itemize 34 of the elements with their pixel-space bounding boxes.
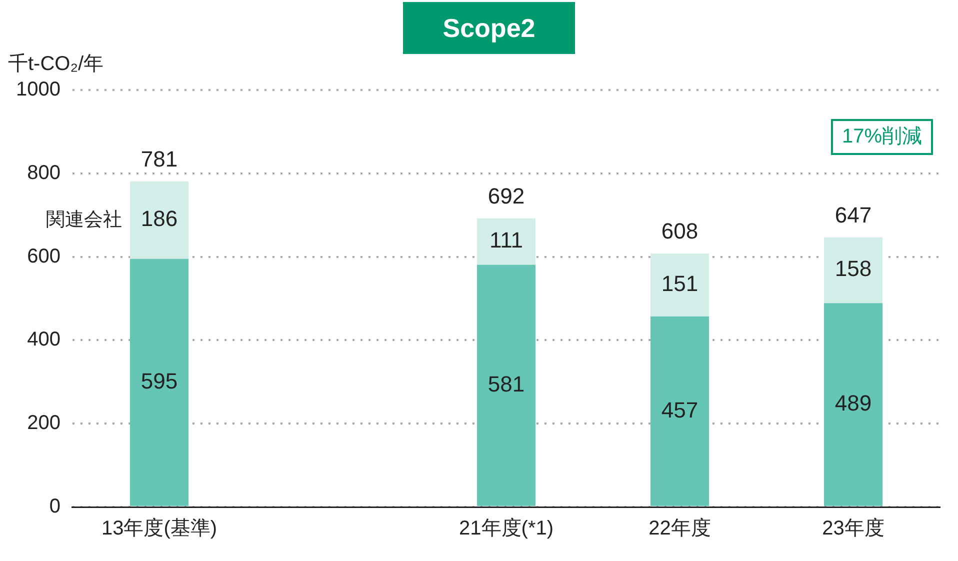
data-label: 457 xyxy=(661,397,698,422)
x-tick-label: 23年度 xyxy=(822,518,884,540)
data-label: 186 xyxy=(140,206,178,232)
data-label: 151 xyxy=(661,271,698,296)
y-tick-label: 200 xyxy=(27,412,60,434)
y-tick-label: 800 xyxy=(27,162,60,184)
annotation: 17%削減 xyxy=(842,126,922,148)
bar xyxy=(824,303,883,506)
y-tick-label: 1000 xyxy=(16,78,60,101)
total-label: 781 xyxy=(140,146,178,172)
data-label: 489 xyxy=(834,390,872,416)
bar xyxy=(130,181,189,259)
bar xyxy=(130,258,189,506)
series-label: 関連会社 xyxy=(46,209,122,230)
chart-title: Scope2 xyxy=(403,2,575,54)
x-tick-label: 21年度(*1) xyxy=(459,518,554,540)
total-label: 692 xyxy=(488,184,525,208)
bar xyxy=(476,264,536,506)
bar xyxy=(650,253,710,316)
x-tick-label: 13年度(基準) xyxy=(101,518,218,540)
y-tick-label: 600 xyxy=(27,245,60,268)
data-label: 581 xyxy=(488,371,525,396)
total-label: 647 xyxy=(834,202,872,228)
y-axis-title: 千t-CO₂/年 xyxy=(8,52,104,77)
x-tick-label: 22年度 xyxy=(648,518,711,540)
data-label: 158 xyxy=(834,256,872,282)
y-tick-label: 400 xyxy=(27,328,60,351)
data-label: 595 xyxy=(140,368,178,394)
bar xyxy=(824,237,883,304)
data-label: 111 xyxy=(490,228,523,253)
total-label: 608 xyxy=(661,218,698,244)
bar xyxy=(650,316,710,506)
y-tick-label: 0 xyxy=(49,496,60,518)
bar xyxy=(476,218,536,265)
